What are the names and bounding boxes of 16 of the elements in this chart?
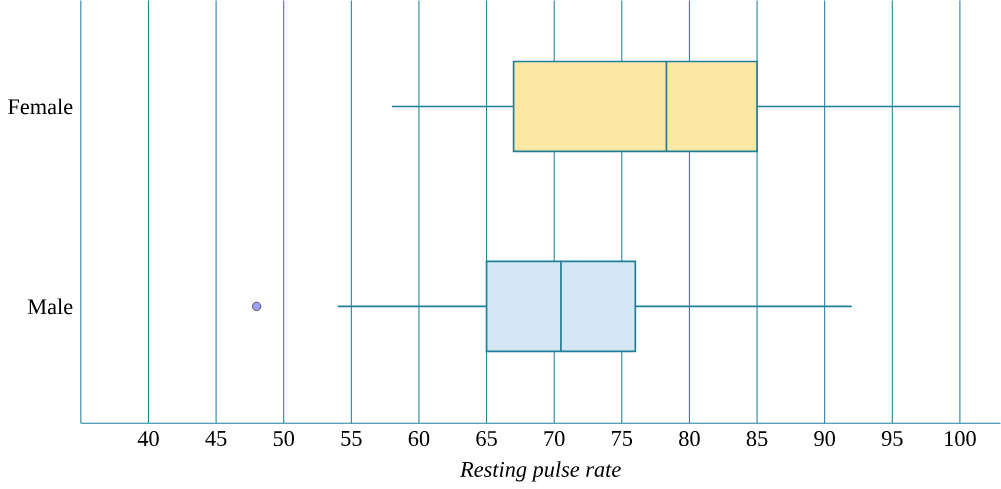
x-tick-label: 75 xyxy=(612,431,633,446)
x-axis-title: Resting pulse rate xyxy=(459,461,621,482)
y-tick-label: Male xyxy=(27,298,73,315)
x-tick-label: 85 xyxy=(746,431,768,447)
x-tick-label: 50 xyxy=(273,431,295,447)
x-tick-label: 65 xyxy=(476,431,497,447)
x-tick-label: 90 xyxy=(814,431,835,447)
x-tick-label: 100 xyxy=(945,431,976,447)
x-tick-label: 55 xyxy=(341,431,362,446)
x-tick-label: 70 xyxy=(544,431,565,447)
y-tick-label: Female xyxy=(8,98,73,115)
x-tick-label: 80 xyxy=(679,431,700,447)
x-tick-label: 40 xyxy=(137,431,159,447)
x-tick-label: 95 xyxy=(881,431,903,447)
x-tick-label: 60 xyxy=(408,431,430,447)
x-tick-label: 45 xyxy=(205,431,227,446)
